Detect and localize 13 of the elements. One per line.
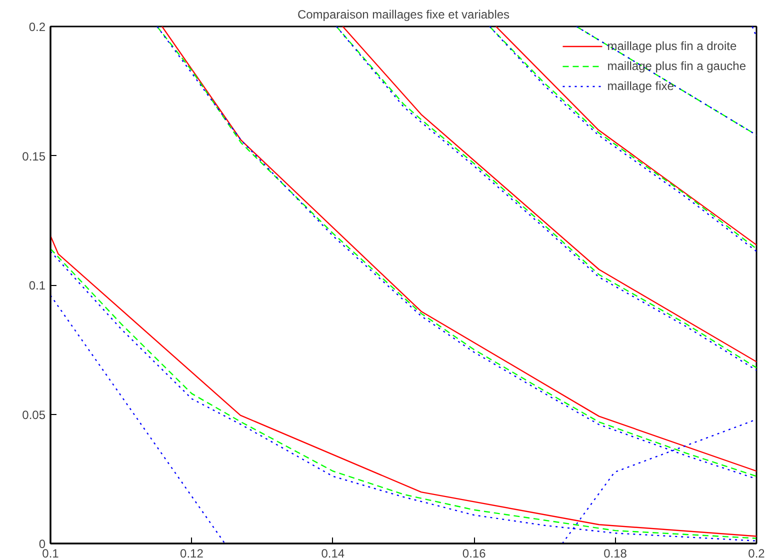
x-tick-label: 0.1 xyxy=(42,546,60,560)
y-tick-label: 0.2 xyxy=(28,20,46,34)
y-tick-label: 0.15 xyxy=(22,149,46,164)
x-tick-label: 0.2 xyxy=(748,546,766,560)
chart-title: Comparaison maillages fixe et variables xyxy=(297,8,510,22)
legend-label: maillage fixe xyxy=(607,79,674,93)
x-tick-label: 0.18 xyxy=(604,546,628,560)
y-tick-label: 0.1 xyxy=(28,278,46,292)
x-tick-label: 0.12 xyxy=(180,546,204,560)
x-tick-label: 0.14 xyxy=(321,546,345,560)
x-tick-label: 0.16 xyxy=(462,546,486,560)
y-tick-label: 0.05 xyxy=(22,408,46,422)
legend-label: maillage plus fin a droite xyxy=(607,39,737,53)
